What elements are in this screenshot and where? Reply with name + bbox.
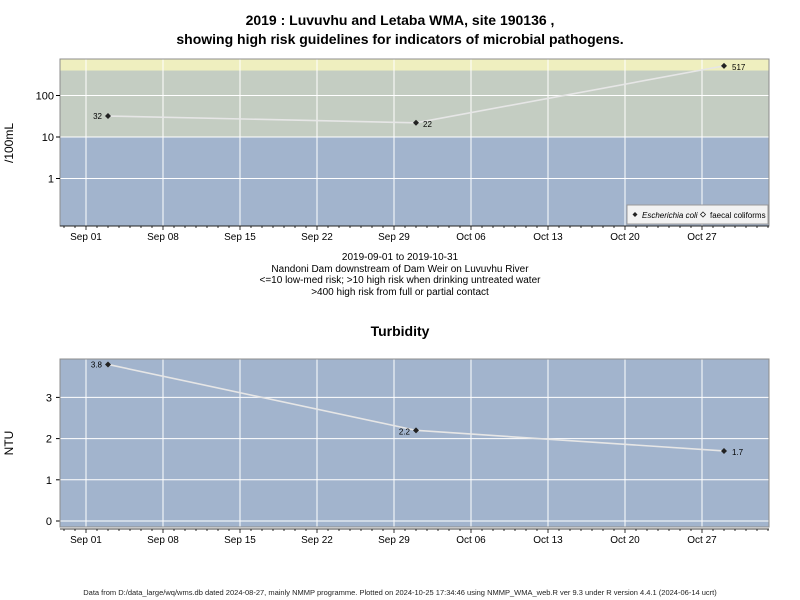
c1-x-tick-label-5: Oct 06 (456, 232, 486, 243)
caption-date-range: 2019-09-01 to 2019-10-31 (341, 252, 459, 263)
turbidity-y-tick-label-3: 3 (46, 392, 52, 404)
y-tick-label-0: 1 (48, 174, 54, 186)
c2-x-tick-label-7: Oct 20 (610, 535, 640, 546)
c1-x-tick-label-0: Sep 01 (70, 232, 102, 243)
ecoli-point-1 (413, 119, 419, 126)
band-contact-risk (60, 59, 769, 71)
ecoli-label-2: 517 (732, 63, 746, 72)
y-tick-label-1: 10 (42, 132, 54, 144)
c2-x-tick-label-6: Oct 13 (533, 535, 563, 546)
turbidity-plot-background (60, 359, 769, 527)
turbidity-title: Turbidity (370, 323, 430, 339)
turbidity-y-tick-label-0: 0 (46, 516, 52, 528)
turbidity-label-2: 1.7 (732, 448, 744, 457)
y-axis-label: /100mL (2, 123, 16, 163)
legend-faecal-label: faecal coliforms (710, 211, 766, 220)
c2-x-tick-label-8: Oct 27 (687, 535, 717, 546)
band-drinking-risk (60, 70, 769, 137)
turbidity-y-tick-label-2: 2 (46, 434, 52, 446)
turbidity-y-tick-label-1: 1 (46, 475, 52, 487)
ecoli-point-2 (721, 62, 727, 69)
y-tick-label-2: 100 (36, 91, 54, 103)
legend-ecoli-marker (632, 212, 638, 217)
turbidity-point-1 (413, 427, 419, 434)
chart-title-line-2: showing high risk guidelines for indicat… (176, 31, 624, 47)
caption-site: Nandoni Dam downstream of Dam Weir on Lu… (271, 263, 529, 275)
c1-x-tick-label-6: Oct 13 (533, 232, 563, 243)
c1-x-tick-label-7: Oct 20 (610, 232, 640, 243)
footer-note: Data from D:/data_large/wq/wms.db dated … (83, 588, 717, 597)
c2-x-tick-label-2: Sep 15 (224, 535, 256, 546)
turbidity-plot-frame (59, 358, 770, 528)
c1-x-tick-label-4: Sep 29 (378, 232, 410, 243)
legend-box (626, 204, 769, 225)
legend-ecoli-label: Escherichia coli (642, 211, 698, 220)
turbidity-point-0 (105, 361, 111, 368)
c1-x-tick-label-8: Oct 27 (687, 232, 717, 243)
chart-caption: 2019-09-01 to 2019-10-31 Nandoni Dam dow… (0, 252, 800, 298)
c1-x-tick-label-2: Sep 15 (224, 232, 256, 243)
turbidity-label-1: 2.2 (399, 427, 411, 436)
legend-faecal-marker (699, 211, 707, 218)
c1-x-tick-label-1: Sep 08 (147, 232, 179, 243)
c1-x-tick-label-3: Sep 22 (301, 232, 333, 243)
caption-guideline-1: <=10 low-med risk; >10 high risk when dr… (259, 275, 541, 286)
c2-x-tick-label-5: Oct 06 (456, 535, 486, 546)
turbidity-label-0: 3.8 (91, 360, 103, 369)
ecoli-label-0: 32 (93, 112, 102, 121)
c2-x-tick-label-4: Sep 29 (378, 535, 410, 546)
c2-x-tick-label-0: Sep 01 (70, 535, 102, 546)
c2-x-tick-label-1: Sep 08 (147, 535, 179, 546)
caption-guideline-2: >400 high risk from full or partial cont… (311, 286, 489, 298)
turbidity-point-2 (721, 447, 727, 454)
ecoli-point-0 (105, 113, 111, 120)
ecoli-label-1: 22 (423, 120, 432, 129)
c2-x-tick-label-3: Sep 22 (301, 535, 333, 546)
turbidity-y-axis-label: NTU (2, 431, 16, 456)
chart-title-line-1: 2019 : Luvuvhu and Letaba WMA, site 1901… (245, 12, 555, 28)
